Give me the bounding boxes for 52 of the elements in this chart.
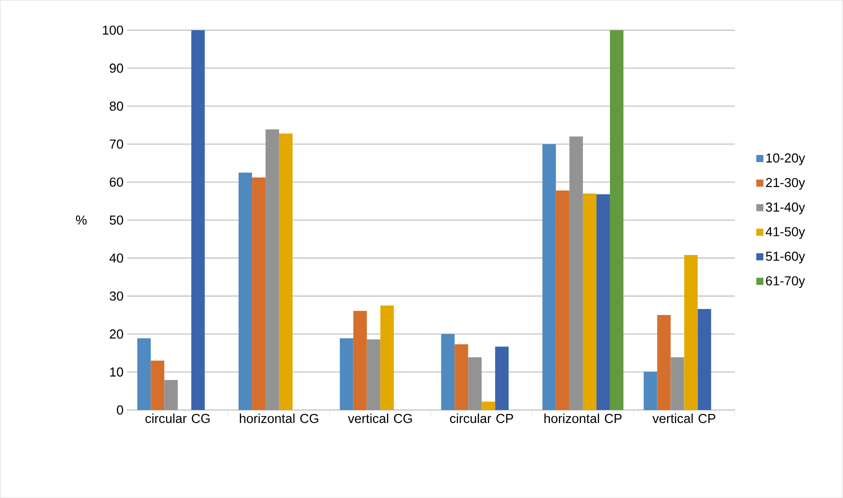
legend-label: 61-70y: [766, 276, 806, 288]
bar: [266, 129, 280, 410]
legend-label: 10-20y: [766, 153, 806, 166]
bar: [380, 305, 394, 410]
bar: [238, 172, 252, 410]
bar: [698, 308, 712, 410]
x-tick-label: horizontal CG: [240, 413, 318, 423]
bar: [137, 338, 151, 410]
bar: [454, 344, 468, 410]
legend-label: 51-60y: [766, 252, 806, 264]
bar: [670, 357, 684, 410]
bar: [353, 310, 367, 410]
y-tick-label: 0: [116, 405, 124, 415]
y-tick-label: 30: [110, 291, 124, 301]
y-tick-label: 50: [110, 215, 124, 225]
bar: [495, 346, 509, 410]
y-tick-label: 80: [110, 101, 124, 111]
bar: [684, 254, 698, 410]
bar: [644, 372, 658, 410]
bar: [596, 194, 610, 410]
bar: [164, 380, 178, 410]
y-tick-label: 90: [110, 63, 124, 73]
x-tick-label: vertical CG: [348, 413, 412, 423]
legend-label: 41-50y: [766, 227, 806, 239]
y-tick-label: 40: [109, 253, 124, 263]
bar: [191, 30, 205, 410]
bar: [468, 357, 482, 410]
bar: [279, 133, 293, 410]
y-axis-title: %: [76, 215, 87, 225]
bar: [252, 177, 266, 410]
bar: [610, 30, 624, 410]
bar: [482, 402, 496, 410]
y-tick-label: 60: [110, 177, 124, 187]
x-tick-label: circular CP: [450, 413, 514, 423]
bar: [542, 144, 556, 410]
x-tick-label: horizontal CP: [544, 413, 622, 423]
bar: [569, 136, 583, 410]
bar: [556, 190, 570, 410]
y-tick-label: 70: [110, 139, 124, 149]
x-tick-label: circular CG: [145, 413, 210, 423]
bar: [366, 339, 380, 410]
x-tick-label: vertical CP: [652, 413, 716, 423]
bar: [657, 314, 671, 410]
y-tick-label: 100: [102, 26, 124, 35]
y-tick-label: 10: [110, 367, 124, 377]
legend-label: 21-30y: [766, 178, 806, 190]
bar: [340, 338, 354, 410]
bar: [150, 360, 164, 410]
bar: [582, 193, 596, 410]
y-tick-label: 20: [110, 329, 124, 339]
bar: [441, 334, 455, 410]
legend-label: 31-40y: [766, 202, 806, 214]
